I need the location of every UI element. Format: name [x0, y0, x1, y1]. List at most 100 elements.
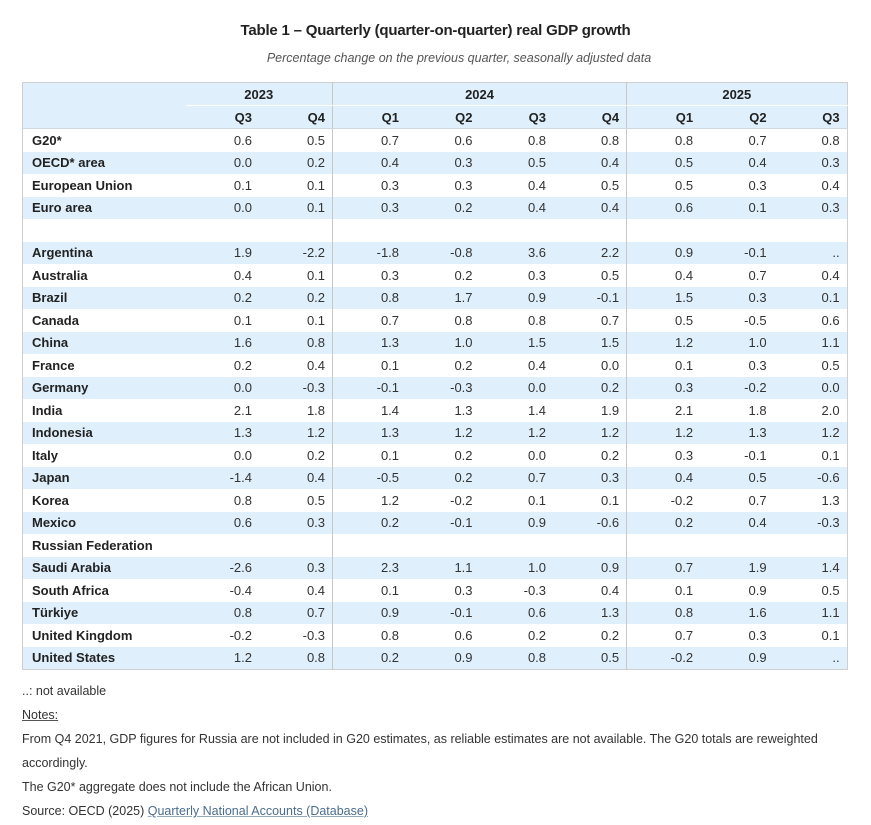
value-cell: 0.8: [479, 128, 554, 152]
value-cell: 0.2: [185, 286, 259, 309]
year-header-row: 2023 2024 2025: [22, 82, 848, 106]
value-cell: 1.4: [479, 399, 554, 422]
value-cell: 0.0: [553, 354, 627, 377]
value-cell: 0.7: [259, 601, 333, 624]
table-row: Japan -1.4 0.4 -0.5 0.2 0.7 0.3 0.4 0.5 -0.6: [22, 466, 848, 489]
value-cell: 1.2: [406, 421, 480, 444]
value-cell: 0.0: [479, 376, 554, 399]
table-row: Russian Federation: [22, 534, 848, 557]
value-cell: 0.4: [773, 174, 848, 197]
value-cell: 0.7: [700, 264, 774, 287]
value-cell: 0.7: [332, 309, 407, 332]
value-cell: -0.5: [700, 309, 774, 332]
row-label: OECD* area: [22, 151, 186, 174]
value-cell: [259, 219, 333, 242]
table-row: South Africa -0.4 0.4 0.1 0.3 -0.3 0.4 0.1 0.9 0.…: [22, 579, 848, 602]
value-cell: 0.4: [259, 579, 333, 602]
value-cell: 1.3: [700, 421, 774, 444]
value-cell: -0.3: [259, 624, 333, 647]
label-header-cell: [22, 105, 186, 129]
value-cell: 0.1: [332, 354, 407, 377]
value-cell: 0.8: [259, 331, 333, 354]
value-cell: 0.7: [479, 466, 554, 489]
value-cell: 0.3: [332, 196, 407, 219]
value-cell: 0.9: [626, 241, 701, 264]
value-cell: 0.4: [773, 264, 848, 287]
value-cell: 0.1: [700, 196, 774, 219]
value-cell: 1.9: [700, 556, 774, 579]
value-cell: 0.8: [479, 309, 554, 332]
value-cell: 0.4: [626, 264, 701, 287]
value-cell: -0.3: [259, 376, 333, 399]
value-cell: 0.3: [406, 174, 480, 197]
value-cell: -0.1: [700, 241, 774, 264]
value-cell: 0.9: [553, 556, 627, 579]
value-cell: 0.2: [332, 646, 407, 670]
value-cell: 0.1: [553, 489, 627, 512]
value-cell: 1.1: [406, 556, 480, 579]
table-row: Argentina 1.9 -2.2 -1.8 -0.8 3.6 2.2 0.9 -0.1..: [22, 241, 848, 264]
value-cell: 0.7: [700, 128, 774, 152]
notes-heading: Notes:: [22, 708, 59, 722]
value-cell: 1.3: [773, 489, 848, 512]
value-cell: 0.2: [259, 151, 333, 174]
value-cell: [626, 219, 701, 242]
value-cell: 0.1: [259, 264, 333, 287]
quarter-header: Q1: [626, 105, 701, 129]
table-row: Saudi Arabia -2.6 0.3 2.3 1.1 1.0 0.9 0.7 1.9 1.4: [22, 556, 848, 579]
value-cell: [185, 219, 259, 242]
value-cell: 0.8: [332, 624, 407, 647]
value-cell: 0.9: [700, 646, 774, 670]
value-cell: -2.6: [185, 556, 259, 579]
table-row: China 1.6 0.8 1.3 1.0 1.5 1.5 1.2 1.0 1.1: [22, 331, 848, 354]
value-cell: 0.3: [700, 354, 774, 377]
value-cell: 1.3: [332, 331, 407, 354]
table-subtitle: Percentage change on the previous quarte…: [266, 51, 652, 65]
value-cell: -0.1: [406, 511, 480, 534]
value-cell: 0.8: [332, 286, 407, 309]
value-cell: 1.2: [553, 421, 627, 444]
row-label: [22, 219, 186, 242]
table-row: Italy 0.0 0.2 0.1 0.2 0.0 0.2 0.3 -0.1 0.1: [22, 444, 848, 467]
source-line: Source: OECD (2025) Quarterly National A…: [22, 799, 852, 823]
value-cell: 1.9: [553, 399, 627, 422]
value-cell: [406, 534, 480, 557]
source-link[interactable]: Quarterly National Accounts (Database): [147, 804, 368, 818]
value-cell: 0.7: [626, 624, 701, 647]
value-cell: 0.6: [406, 128, 480, 152]
row-label: Italy: [22, 444, 186, 467]
value-cell: 0.2: [259, 444, 333, 467]
value-cell: -0.1: [332, 376, 407, 399]
value-cell: 0.1: [259, 309, 333, 332]
value-cell: 0.3: [626, 376, 701, 399]
value-cell: 1.1: [773, 601, 848, 624]
value-cell: -0.2: [406, 489, 480, 512]
value-cell: 0.5: [553, 174, 627, 197]
row-label: Türkiye: [22, 601, 186, 624]
value-cell: 0.2: [332, 511, 407, 534]
value-cell: 0.1: [626, 354, 701, 377]
quarter-header: Q3: [185, 105, 259, 129]
value-cell: 0.8: [185, 489, 259, 512]
value-cell: 1.0: [700, 331, 774, 354]
value-cell: 1.9: [185, 241, 259, 264]
value-cell: 1.5: [479, 331, 554, 354]
value-cell: 0.1: [332, 444, 407, 467]
value-cell: 0.9: [479, 511, 554, 534]
value-cell: -0.2: [700, 376, 774, 399]
value-cell: 0.8: [185, 601, 259, 624]
value-cell: 1.0: [406, 331, 480, 354]
table-row: Indonesia 1.3 1.2 1.3 1.2 1.2 1.2 1.2 1.3 1.2: [22, 421, 848, 444]
value-cell: 0.2: [406, 264, 480, 287]
value-cell: 0.5: [553, 646, 627, 670]
value-cell: 0.1: [259, 174, 333, 197]
table-row: Brazil 0.2 0.2 0.8 1.7 0.9 -0.1 1.5 0.3 0.1: [22, 286, 848, 309]
value-cell: 0.1: [773, 624, 848, 647]
value-cell: 0.8: [479, 646, 554, 670]
value-cell: 0.8: [773, 128, 848, 152]
value-cell: 0.5: [553, 264, 627, 287]
value-cell: 1.2: [259, 421, 333, 444]
value-cell: 1.5: [626, 286, 701, 309]
value-cell: 0.3: [406, 579, 480, 602]
row-label: Germany: [22, 376, 186, 399]
